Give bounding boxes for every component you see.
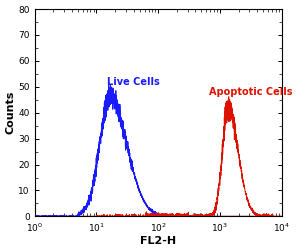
- Text: Apoptotic Cells: Apoptotic Cells: [209, 87, 292, 97]
- X-axis label: FL2-H: FL2-H: [140, 236, 176, 246]
- Y-axis label: Counts: Counts: [6, 91, 16, 134]
- Text: Live Cells: Live Cells: [107, 77, 160, 87]
